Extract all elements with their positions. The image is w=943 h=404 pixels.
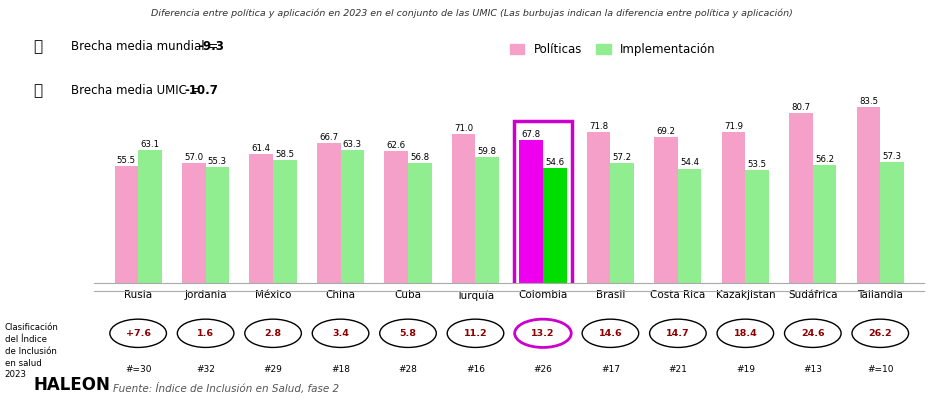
Bar bbox=[520, 140, 543, 283]
Bar bbox=[880, 162, 904, 283]
Text: 58.5: 58.5 bbox=[275, 150, 294, 159]
Text: 3.4: 3.4 bbox=[332, 329, 349, 338]
Text: 14.7: 14.7 bbox=[666, 329, 689, 338]
Text: 54.4: 54.4 bbox=[680, 158, 700, 168]
Text: 55.3: 55.3 bbox=[207, 157, 227, 166]
Text: Brecha media mundial =: Brecha media mundial = bbox=[71, 40, 222, 53]
Text: 24.6: 24.6 bbox=[801, 329, 824, 338]
Text: HALEON: HALEON bbox=[33, 376, 110, 394]
Bar bbox=[813, 165, 836, 283]
Text: 57.0: 57.0 bbox=[184, 153, 204, 162]
Text: 71.8: 71.8 bbox=[589, 122, 608, 131]
Bar bbox=[856, 107, 880, 283]
Legend: Políticas, Implementación: Políticas, Implementación bbox=[505, 38, 720, 61]
Text: #13: #13 bbox=[803, 365, 822, 374]
Bar bbox=[139, 150, 162, 283]
Text: 26.2: 26.2 bbox=[869, 329, 892, 338]
Text: 11.2: 11.2 bbox=[464, 329, 488, 338]
Text: -9.3: -9.3 bbox=[198, 40, 223, 53]
Text: 56.2: 56.2 bbox=[815, 155, 835, 164]
Bar bbox=[610, 163, 634, 283]
Text: 66.7: 66.7 bbox=[319, 133, 339, 142]
Text: 53.5: 53.5 bbox=[748, 160, 767, 169]
Text: #29: #29 bbox=[264, 365, 283, 374]
Text: +7.6: +7.6 bbox=[125, 329, 151, 338]
Text: 5.8: 5.8 bbox=[400, 329, 417, 338]
Text: #19: #19 bbox=[736, 365, 754, 374]
Bar bbox=[114, 166, 139, 283]
Bar bbox=[206, 166, 229, 283]
Text: 55.5: 55.5 bbox=[117, 156, 136, 165]
Text: #28: #28 bbox=[399, 365, 418, 374]
Bar bbox=[587, 132, 610, 283]
Bar bbox=[317, 143, 340, 283]
Text: 71.0: 71.0 bbox=[455, 124, 473, 133]
Text: Brecha media UMIC =: Brecha media UMIC = bbox=[71, 84, 204, 97]
Bar bbox=[182, 163, 206, 283]
Text: 62.6: 62.6 bbox=[387, 141, 405, 150]
Bar bbox=[654, 137, 678, 283]
Text: 2.8: 2.8 bbox=[265, 329, 282, 338]
Text: Fuente: Índice de Inclusión en Salud, fase 2: Fuente: Índice de Inclusión en Salud, fa… bbox=[113, 383, 339, 394]
Text: 54.6: 54.6 bbox=[545, 158, 564, 167]
Bar bbox=[340, 150, 364, 283]
Bar bbox=[273, 160, 297, 283]
Bar bbox=[543, 168, 567, 283]
Text: 🪙: 🪙 bbox=[33, 83, 42, 99]
Text: 69.2: 69.2 bbox=[656, 127, 675, 137]
Text: #26: #26 bbox=[534, 365, 553, 374]
Bar bbox=[475, 157, 499, 283]
Bar bbox=[789, 113, 813, 283]
Text: #=30: #=30 bbox=[124, 365, 152, 374]
Text: #21: #21 bbox=[669, 365, 687, 374]
Text: 63.3: 63.3 bbox=[343, 140, 362, 149]
Text: 80.7: 80.7 bbox=[791, 103, 811, 112]
Text: 14.6: 14.6 bbox=[599, 329, 622, 338]
Text: 71.9: 71.9 bbox=[724, 122, 743, 131]
Bar bbox=[745, 170, 769, 283]
Text: #=10: #=10 bbox=[867, 365, 894, 374]
Text: 1.6: 1.6 bbox=[197, 329, 214, 338]
Bar bbox=[678, 168, 702, 283]
Bar bbox=[721, 132, 745, 283]
Text: 57.2: 57.2 bbox=[613, 153, 632, 162]
Text: 🌍: 🌍 bbox=[33, 39, 42, 54]
Bar bbox=[250, 154, 273, 283]
Text: 59.8: 59.8 bbox=[478, 147, 497, 156]
Bar bbox=[385, 151, 408, 283]
Text: 67.8: 67.8 bbox=[521, 130, 540, 139]
Text: 63.1: 63.1 bbox=[141, 140, 159, 149]
Text: -10.7: -10.7 bbox=[184, 84, 218, 97]
Text: Diferencia entre política y aplicación en 2023 en el conjunto de las UMIC (Las b: Diferencia entre política y aplicación e… bbox=[151, 8, 792, 18]
Text: 56.8: 56.8 bbox=[410, 154, 429, 162]
Text: 57.3: 57.3 bbox=[883, 152, 902, 161]
Text: 61.4: 61.4 bbox=[252, 144, 271, 153]
Text: Clasificación
del Índice
de Inclusión
en salud
2023: Clasificación del Índice de Inclusión en… bbox=[5, 323, 58, 379]
Text: #16: #16 bbox=[466, 365, 485, 374]
Text: #18: #18 bbox=[331, 365, 350, 374]
Text: 83.5: 83.5 bbox=[859, 97, 878, 106]
Text: 13.2: 13.2 bbox=[531, 329, 554, 338]
Bar bbox=[408, 164, 432, 283]
Text: 18.4: 18.4 bbox=[734, 329, 757, 338]
Text: #17: #17 bbox=[601, 365, 620, 374]
Text: #32: #32 bbox=[196, 365, 215, 374]
Bar bbox=[452, 134, 475, 283]
